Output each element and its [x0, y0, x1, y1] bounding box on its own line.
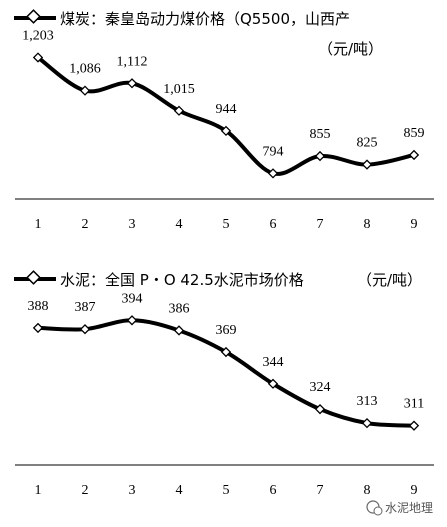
chart2-data-label-2: 387 [75, 300, 96, 315]
chart2-x-tick-7: 7 [317, 483, 324, 498]
chart1-data-label-8: 825 [357, 136, 378, 151]
chart2-x-tick-9: 9 [411, 483, 418, 498]
chart1-point-8 [361, 159, 373, 170]
chart1-unit: （元/吨） [318, 40, 383, 58]
chart2-unit: （元/吨） [357, 271, 422, 289]
chart1-x-tick-8: 8 [364, 217, 371, 232]
watermark-text: 水泥地理 [385, 501, 433, 515]
wechat-icon-bubble [373, 506, 383, 516]
chart2-data-label-8: 313 [357, 394, 378, 409]
chart2-data-labels: 388 387 394 386 369 344 324 313 311 [28, 291, 425, 411]
watermark: 水泥地理 [366, 500, 433, 516]
chart1-title: 煤炭：秦皇岛动力煤价格（Q5500，山西产 [60, 10, 350, 28]
chart2-data-label-4: 386 [169, 301, 190, 316]
chart2-point-6 [267, 378, 279, 389]
chart1-x-tick-9: 9 [411, 217, 418, 232]
chart2-point-1 [32, 322, 44, 334]
chart2-x-tick-5: 5 [223, 483, 230, 498]
chart1-point-2 [79, 85, 91, 96]
chart2-point-2 [79, 324, 91, 335]
chart2-data-label-1: 388 [28, 299, 49, 314]
chart1-data-label-1: 1,203 [22, 28, 54, 43]
chart2-point-3 [126, 315, 138, 326]
chart1-data-label-3: 1,112 [117, 54, 148, 69]
chart2-legend-marker [26, 270, 41, 285]
chart1-data-label-6: 794 [263, 144, 284, 159]
chart1-point-3 [126, 78, 138, 89]
chart1-point-9 [408, 149, 420, 161]
chart1-data-label-7: 855 [310, 127, 331, 142]
chart2-x-tick-6: 6 [270, 483, 277, 498]
chart1-legend-marker [26, 9, 41, 24]
chart1-legend: 煤炭：秦皇岛动力煤价格（Q5500，山西产 [14, 9, 350, 28]
chart1-x-tick-4: 4 [176, 217, 183, 232]
chart2-data-label-9: 311 [404, 397, 424, 412]
chart2-data-label-3: 394 [122, 291, 143, 306]
chart2-x-tick-1: 1 [35, 483, 42, 498]
chart1-data-labels: 1,203 1,086 1,112 1,015 944 794 855 825 859 [22, 28, 424, 159]
chart2-x-tick-2: 2 [82, 483, 89, 498]
chart1-point-4 [173, 105, 185, 116]
chart1-x-tick-5: 5 [223, 217, 230, 232]
chart2-data-label-6: 344 [263, 355, 284, 370]
chart1-data-label-2: 1,086 [69, 62, 101, 77]
chart2-data-label-5: 369 [216, 323, 237, 338]
chart1-point-7 [314, 150, 326, 162]
chart1-x-tick-1: 1 [35, 217, 42, 232]
chart2-x-tick-8: 8 [364, 483, 371, 498]
chart1-data-label-5: 944 [216, 102, 237, 117]
chart1-x-tick-2: 2 [82, 217, 89, 232]
chart2-data-label-7: 324 [310, 380, 331, 395]
chart2-tick-labels: 1 2 3 4 5 6 7 8 9 [35, 483, 418, 498]
chart1-data-label-4: 1,015 [163, 82, 195, 97]
chart2-point-8 [361, 417, 373, 429]
chart2-legend: 水泥：全国 P・O 42.5水泥市场价格 [14, 270, 304, 289]
chart1-point-6 [267, 168, 279, 179]
chart2-point-5 [220, 346, 232, 358]
chart1-x-tick-7: 7 [317, 217, 324, 232]
chart2-series [32, 315, 420, 431]
chart1-x-tick-6: 6 [270, 217, 277, 232]
chart1-point-1 [32, 52, 44, 63]
chart1-point-5 [220, 125, 232, 137]
chart1-data-label-9: 859 [404, 126, 425, 141]
chart2-point-4 [173, 325, 185, 336]
chart2-x-tick-3: 3 [129, 483, 136, 498]
chart1-x-tick-3: 3 [129, 217, 136, 232]
chart1-series [32, 52, 420, 179]
chart2-x-tick-4: 4 [176, 483, 183, 498]
chart1-tick-labels: 1 2 3 4 5 6 7 8 9 [35, 217, 418, 232]
chart2-title: 水泥：全国 P・O 42.5水泥市场价格 [60, 271, 304, 289]
chart2-point-9 [408, 420, 420, 431]
chart2-point-7 [314, 403, 326, 415]
